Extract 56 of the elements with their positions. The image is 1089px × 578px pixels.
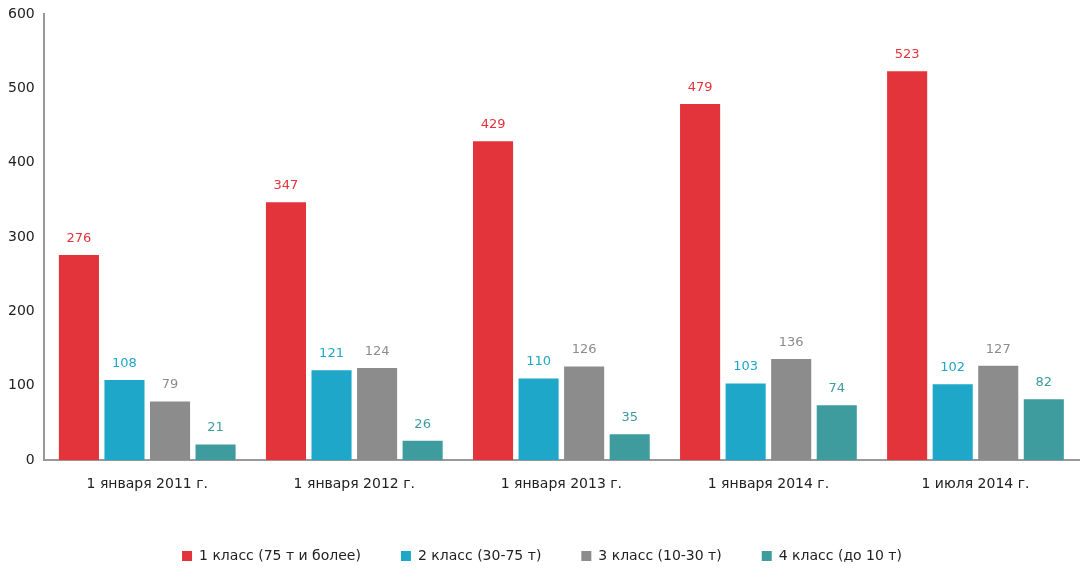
bar [58,254,99,461]
data-label: 82 [1035,374,1053,390]
bar [816,405,857,461]
data-label: 127 [985,340,1011,356]
x-tick-label: 1 января 2012 г. [293,475,416,492]
data-label: 103 [733,358,759,374]
bar [357,367,398,461]
data-label: 35 [621,409,638,425]
data-label: 126 [571,341,597,357]
data-label: 108 [112,354,137,370]
bar [771,359,812,461]
y-tick-label: 400 [7,153,35,170]
data-label: 110 [526,353,551,369]
data-label: 479 [687,78,713,94]
bar [518,378,559,461]
x-tick-label: 1 января 2013 г. [500,475,623,492]
data-label: 74 [828,380,846,396]
data-label: 21 [207,419,224,435]
bar [472,141,514,461]
y-tick-label: 0 [25,450,35,467]
y-tick-label: 100 [7,376,35,393]
bar [978,365,1019,461]
bar [680,103,721,461]
legend-label: 3 класс (10-30 т) [598,546,722,563]
data-label: 347 [273,177,299,193]
bar [1023,399,1064,461]
bar [195,444,236,461]
y-tick-label: 300 [7,227,35,244]
y-tick-label: 500 [7,79,35,96]
legend-label: 2 класс (30-75 т) [417,546,542,563]
legend-label: 1 класс (75 т и более) [199,546,361,563]
data-label: 26 [414,415,431,431]
x-tick-label: 1 июля 2014 г. [921,475,1030,492]
bar [104,379,145,461]
bar [265,202,307,461]
y-tick-label: 200 [7,302,35,319]
bar [887,71,928,461]
x-tick-label: 1 января 2011 г. [86,475,208,492]
data-label: 523 [894,46,920,62]
data-label: 124 [364,342,390,358]
data-label: 276 [66,229,92,245]
data-label: 136 [778,333,804,349]
x-tick-label: 1 января 2014 г. [707,475,830,492]
bar [402,440,443,461]
legend-label: 4 класс (до 10 т) [778,546,902,563]
data-label: 79 [161,376,179,392]
data-label: 121 [319,345,344,361]
data-label: 429 [480,116,506,132]
data-label: 102 [940,359,966,375]
bar [564,366,605,461]
bar [932,384,973,461]
y-tick-label: 600 [7,4,35,21]
bar [311,370,352,461]
bar [609,434,650,461]
bar [725,383,766,461]
bar [149,401,191,461]
